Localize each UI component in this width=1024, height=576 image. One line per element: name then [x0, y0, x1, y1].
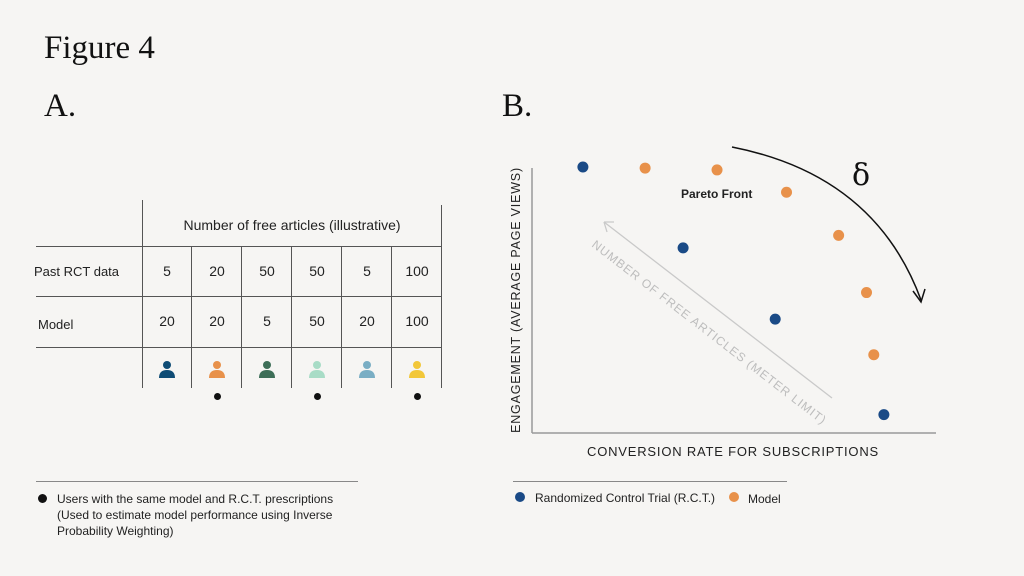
y-axis-label: ENGAGEMENT (AVERAGE PAGE VIEWS) — [509, 167, 523, 433]
legend-rct-marker-icon — [515, 492, 525, 502]
table-cell: 5 — [363, 263, 371, 279]
legend-divider — [36, 481, 358, 482]
model-data-point — [711, 164, 723, 176]
x-axis-label: CONVERSION RATE FOR SUBSCRIPTIONS — [587, 444, 879, 459]
legend-text-line: Users with the same model and R.C.T. pre… — [57, 492, 334, 506]
legend-rct-label: Randomized Control Trial (R.C.T.) — [535, 491, 716, 505]
table-cell: 50 — [259, 263, 275, 279]
table-cell: 100 — [405, 263, 429, 279]
delta-arc — [731, 146, 922, 301]
panel-a-label: A. — [44, 88, 77, 124]
table-cell: 5 — [163, 263, 171, 279]
data-points — [577, 161, 890, 421]
table-divider — [36, 347, 442, 348]
figure-title: Figure 4 — [44, 30, 155, 66]
table-cell: 5 — [263, 313, 271, 329]
legend-text-line: Probability Weighting) — [57, 524, 174, 538]
model-data-point — [868, 349, 880, 361]
rct-data-point — [769, 313, 781, 325]
person-icon — [258, 360, 276, 378]
legend-model-label: Model — [748, 492, 781, 506]
person-icon — [308, 360, 326, 378]
meter-arrow-head-icon — [603, 221, 614, 233]
table-divider — [142, 200, 143, 388]
table-cell: 20 — [359, 313, 375, 329]
table-cell: 100 — [405, 313, 429, 329]
model-data-point — [781, 186, 793, 198]
rct-data-point — [577, 161, 589, 173]
meter-arrow-line — [603, 221, 833, 399]
black-dot-icon — [314, 393, 321, 400]
table-divider — [391, 246, 392, 388]
table-divider — [341, 246, 342, 388]
panel-b-label: B. — [502, 88, 533, 124]
person-icon — [158, 360, 176, 378]
legend-model-marker-icon — [729, 492, 739, 502]
table-header: Number of free articles (illustrative) — [183, 217, 401, 233]
person-icon — [408, 360, 426, 378]
black-dot-icon — [414, 393, 421, 400]
delta-symbol: δ — [852, 158, 870, 193]
table-divider — [36, 296, 442, 297]
black-dot-icon — [38, 494, 47, 503]
person-icon — [358, 360, 376, 378]
black-dot-icon — [214, 393, 221, 400]
table-divider — [191, 246, 192, 388]
model-data-point — [861, 287, 873, 299]
model-data-point — [639, 162, 651, 174]
legend-text-line: (Used to estimate model performance usin… — [57, 508, 333, 522]
table-cell: 50 — [309, 263, 325, 279]
table-divider — [36, 246, 442, 247]
rct-data-point — [878, 409, 890, 421]
row-label-past-rct: Past RCT data — [34, 264, 120, 279]
model-data-point — [833, 229, 845, 241]
delta-arrow-head-icon — [912, 288, 926, 304]
person-icon — [208, 360, 226, 378]
table-cell: 20 — [209, 313, 225, 329]
legend-divider — [513, 481, 787, 482]
row-label-model: Model — [38, 317, 74, 332]
table-cell: 50 — [309, 313, 325, 329]
table-cell: 20 — [209, 263, 225, 279]
pareto-front-label: Pareto Front — [681, 187, 752, 201]
table-divider — [241, 246, 242, 388]
table-divider — [291, 246, 292, 388]
rct-data-point — [677, 242, 689, 254]
meter-arrow-label: NUMBER OF FREE ARTICLES (METER LIMIT) — [589, 237, 829, 427]
table-cell: 20 — [159, 313, 175, 329]
